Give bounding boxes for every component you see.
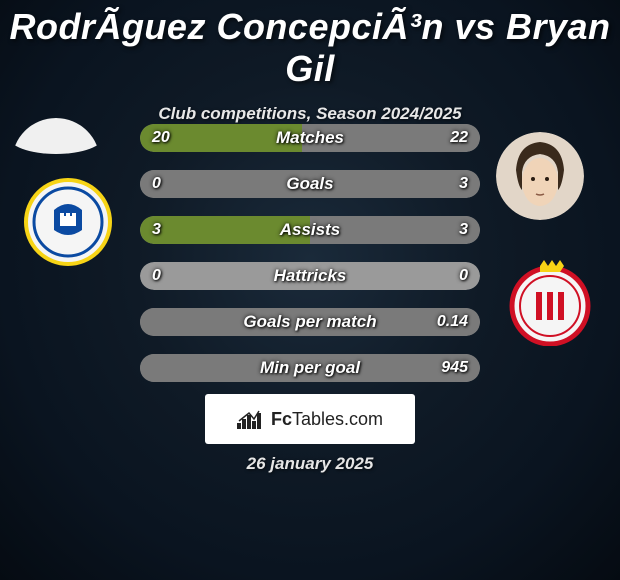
badge-castle (60, 216, 76, 226)
eye-right (545, 177, 549, 181)
footer-brand-text: FcTables.com (271, 409, 383, 430)
stat-value-left: 0 (152, 262, 161, 290)
brand-prefix: Fc (271, 409, 292, 429)
stat-value-right: 3 (459, 216, 468, 244)
stat-value-right: 0.14 (437, 308, 468, 336)
stat-row: Assists3 3 (140, 216, 480, 244)
footer-brand-box: FcTables.com (205, 394, 415, 444)
stat-label: Hattricks (140, 262, 480, 290)
stat-label: Goals per match (140, 308, 480, 336)
page-title: RodrÃ­guez ConcepciÃ³n vs Bryan Gil (0, 0, 620, 90)
face (522, 158, 558, 206)
date-label: 26 january 2025 (0, 454, 620, 474)
stat-value-right: 22 (450, 124, 468, 152)
stat-label: Goals (140, 170, 480, 198)
stripe-1 (536, 292, 542, 320)
stat-value-right: 0 (459, 262, 468, 290)
player-right-club-badge (506, 258, 594, 346)
stat-row: Min per goal945 (140, 354, 480, 382)
stat-value-left: 20 (152, 124, 170, 152)
crown (540, 260, 564, 272)
eye-left (531, 177, 535, 181)
stat-label: Min per goal (140, 354, 480, 382)
stripe-2 (547, 292, 553, 320)
stat-value-left: 0 (152, 170, 161, 198)
player-right-photo (496, 132, 584, 220)
badge-crenel-1 (60, 213, 64, 217)
stat-label: Assists (140, 216, 480, 244)
player-left-club-badge (24, 178, 112, 266)
fctables-logo-icon (237, 409, 265, 429)
brand-suffix: Tables.com (292, 409, 383, 429)
stat-value-left: 3 (152, 216, 161, 244)
stat-label: Matches (140, 124, 480, 152)
badge-crenel-2 (66, 213, 70, 217)
stat-value-right: 945 (441, 354, 468, 382)
stat-row: Goals per match0.14 (140, 308, 480, 336)
badge-crenel-3 (72, 213, 76, 217)
stat-row: Hattricks0 0 (140, 262, 480, 290)
comparison-infographic: RodrÃ­guez ConcepciÃ³n vs Bryan Gil Club… (0, 0, 620, 580)
subtitle: Club competitions, Season 2024/2025 (0, 104, 620, 124)
stat-value-right: 3 (459, 170, 468, 198)
stat-row: Goals0 3 (140, 170, 480, 198)
stats-list: Matches2022Goals03Assists33Hattricks00Go… (140, 124, 480, 400)
stat-row: Matches20 22 (140, 124, 480, 152)
stripe-3 (558, 292, 564, 320)
